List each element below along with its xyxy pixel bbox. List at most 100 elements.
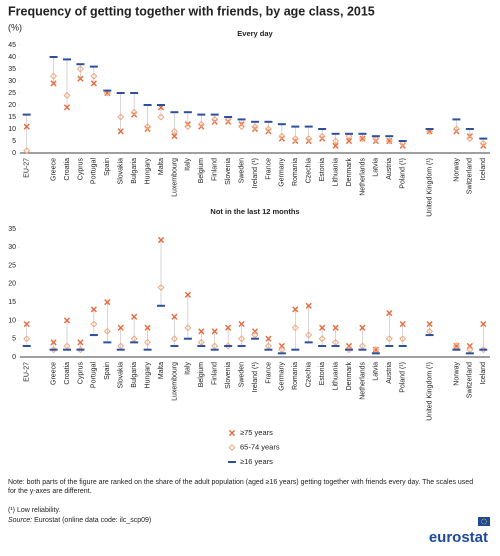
point — [305, 135, 313, 143]
source: Source: Eurostat (online data code: ilc_… — [8, 516, 478, 525]
diamond — [345, 132, 353, 140]
diamond — [372, 135, 380, 143]
cross — [265, 335, 272, 342]
point — [359, 324, 366, 331]
diamond — [103, 89, 111, 97]
cross — [211, 328, 218, 335]
legend-marker — [228, 429, 236, 437]
cross — [359, 324, 366, 331]
y-tick-label: 15 — [8, 299, 16, 306]
cross — [386, 310, 393, 317]
logo-flag — [478, 517, 490, 526]
x-tick-label: Cyprus — [77, 362, 84, 385]
diamond — [50, 72, 58, 80]
point — [130, 108, 138, 116]
diamond — [238, 335, 246, 343]
point — [211, 115, 219, 123]
point — [77, 75, 84, 82]
point — [103, 327, 111, 335]
cross — [466, 342, 473, 350]
cross — [23, 320, 30, 328]
x-tick-label: Belgium — [198, 158, 205, 183]
x-tick-label: France — [265, 362, 272, 384]
x-tick-label: Bulgaria — [131, 362, 138, 388]
cross — [157, 236, 165, 244]
point — [238, 320, 245, 328]
x-tick-label: Romania — [292, 158, 299, 186]
cross — [50, 80, 57, 87]
logo: eurostat — [429, 529, 488, 546]
point — [90, 320, 98, 328]
diamond — [399, 139, 407, 147]
x-tick-label: Germany — [279, 362, 286, 391]
point — [466, 342, 473, 350]
point — [184, 123, 192, 131]
diamond — [385, 137, 393, 145]
source-text: Eurostat (online data code: ilc_scp09) — [34, 517, 152, 524]
point — [23, 320, 30, 328]
diamond — [184, 123, 192, 131]
x-tick-label: Luxembourg — [171, 362, 178, 401]
x-tick-label: France — [265, 158, 272, 180]
point — [305, 331, 313, 339]
point — [103, 89, 111, 97]
point — [171, 313, 178, 320]
x-tick-label: Hungary — [144, 362, 151, 389]
point — [104, 299, 111, 306]
point — [318, 335, 326, 343]
legend-marker — [228, 443, 236, 452]
x-tick-label: Croatia — [64, 362, 71, 385]
point — [332, 324, 339, 331]
diamond — [452, 125, 460, 133]
x-tick-label: Sweden — [238, 158, 245, 183]
point — [278, 132, 286, 140]
cross — [238, 320, 245, 328]
x-tick-label: Germany — [279, 158, 286, 187]
panel-subtitle: Not in the last 12 months — [210, 207, 299, 216]
y-tick-label: 15 — [8, 114, 16, 121]
x-tick-label: Bulgaria — [131, 158, 138, 184]
diamond — [23, 335, 31, 343]
legend-label: ≥75 years — [240, 428, 273, 437]
x-tick-label: Slovakia — [118, 362, 125, 389]
y-tick-label: 10 — [8, 317, 16, 324]
point — [426, 320, 433, 328]
diamond — [466, 135, 474, 143]
cross — [225, 324, 232, 331]
cross — [319, 324, 326, 331]
point — [50, 80, 57, 87]
point — [399, 320, 406, 328]
x-tick-label: Denmark — [346, 362, 353, 391]
x-tick-label: EU-27 — [24, 158, 31, 178]
diamond — [90, 72, 98, 80]
point — [332, 142, 339, 149]
x-tick-label: Malta — [158, 158, 165, 175]
point — [385, 335, 393, 343]
point — [251, 328, 259, 335]
point — [63, 104, 71, 111]
point — [23, 335, 31, 343]
x-tick-label: Ireland (¹) — [252, 362, 259, 392]
y-tick-label: 5 — [12, 138, 16, 145]
x-tick-label: Portugal — [91, 362, 98, 389]
diamond — [197, 120, 205, 128]
point — [466, 135, 474, 143]
diamond — [385, 335, 393, 343]
diamond — [228, 443, 236, 452]
diamond — [358, 135, 366, 143]
cross — [171, 313, 178, 320]
diamond — [479, 139, 487, 147]
x-tick-label: Malta — [158, 362, 165, 379]
diamond — [291, 135, 299, 143]
diamond — [399, 335, 407, 343]
diamond — [211, 115, 219, 123]
point — [197, 120, 205, 128]
y-tick-label: 40 — [8, 54, 16, 61]
x-tick-label: Finland — [212, 158, 219, 181]
point — [224, 115, 232, 123]
cross — [77, 339, 84, 346]
x-tick-label: Estonia — [319, 362, 326, 385]
cross — [251, 328, 259, 335]
point — [318, 132, 326, 140]
cross — [117, 324, 124, 331]
